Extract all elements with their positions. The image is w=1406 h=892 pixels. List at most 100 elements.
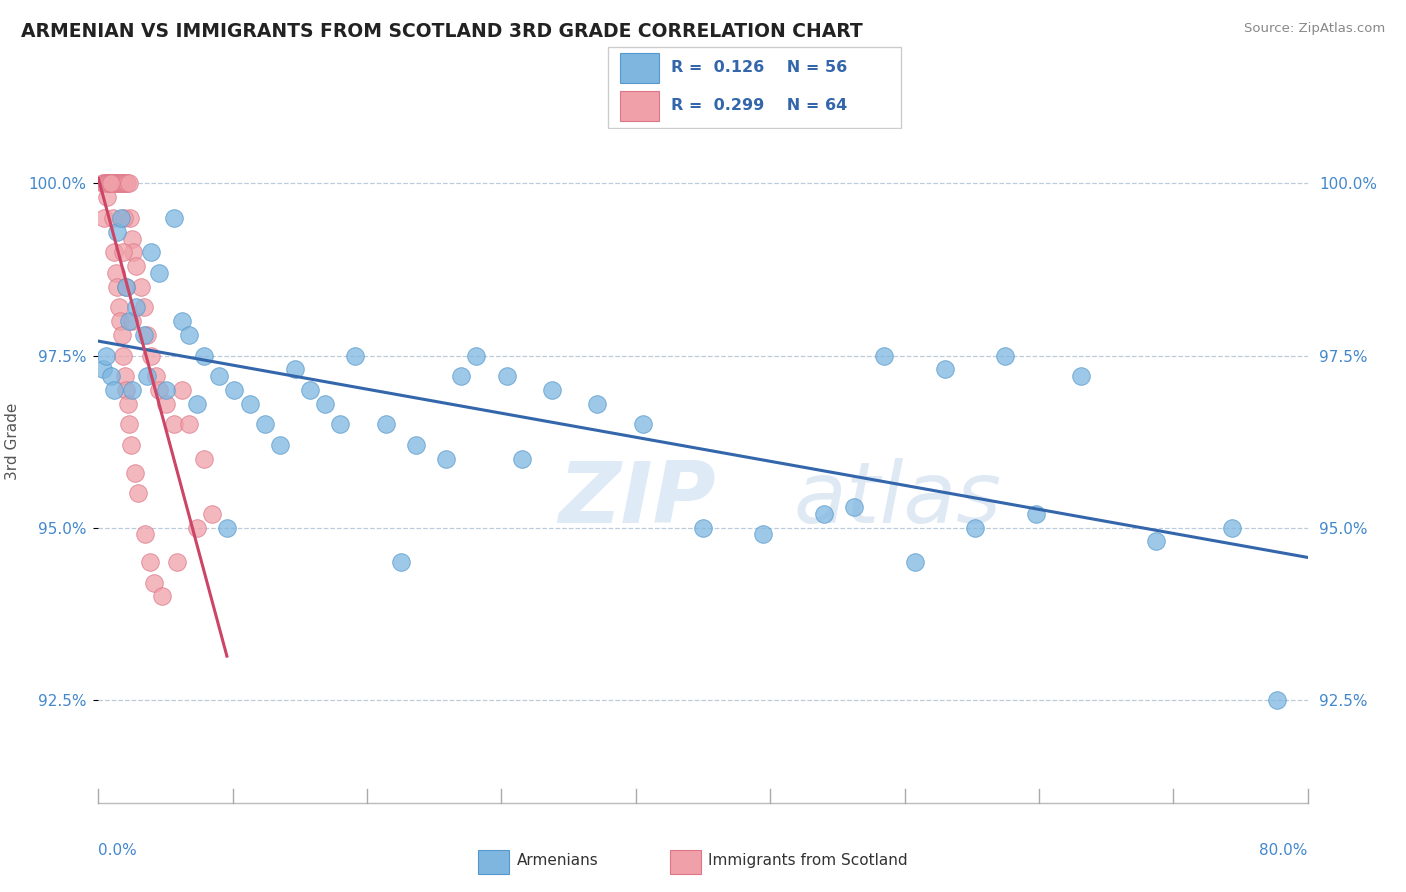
Point — [193, 349, 215, 363]
Point — [934, 362, 956, 376]
Point — [540, 383, 562, 397]
Bar — [478, 849, 509, 874]
Point — [120, 438, 142, 452]
Point — [97, 177, 120, 191]
Point — [434, 451, 457, 466]
Point — [450, 369, 472, 384]
Point — [179, 417, 201, 432]
Text: 0.0%: 0.0% — [98, 843, 138, 857]
Point — [124, 466, 146, 480]
Point — [904, 555, 927, 569]
Point — [186, 397, 208, 411]
Point — [105, 279, 128, 293]
Point — [110, 211, 132, 225]
Text: Armenians: Armenians — [516, 854, 599, 868]
Point — [1267, 692, 1289, 706]
Point — [150, 590, 173, 604]
Point — [115, 383, 138, 397]
Point — [405, 438, 427, 452]
Point — [111, 177, 134, 191]
Point — [118, 314, 141, 328]
Point — [143, 575, 166, 590]
Point — [103, 177, 125, 191]
Point — [117, 397, 139, 411]
Point — [166, 555, 188, 569]
Point — [186, 520, 208, 534]
Point — [107, 177, 129, 191]
Point — [110, 177, 132, 191]
Point — [110, 314, 132, 328]
Point — [114, 369, 136, 384]
Point — [148, 266, 170, 280]
Point — [121, 231, 143, 245]
Point — [108, 301, 131, 315]
Point — [98, 177, 121, 191]
Text: Source: ZipAtlas.com: Source: ZipAtlas.com — [1244, 22, 1385, 36]
Point — [105, 225, 128, 239]
Point — [1220, 520, 1243, 534]
Point — [135, 327, 157, 342]
Point — [141, 245, 163, 260]
Point — [103, 383, 125, 397]
Point — [94, 349, 117, 363]
Text: Immigrants from Scotland: Immigrants from Scotland — [707, 854, 907, 868]
Text: R =  0.299    N = 64: R = 0.299 N = 64 — [671, 98, 848, 113]
Point — [813, 507, 835, 521]
Text: ZIP: ZIP — [558, 458, 716, 541]
Point — [155, 397, 177, 411]
Point — [125, 301, 148, 315]
Point — [344, 349, 367, 363]
Point — [129, 279, 152, 293]
Point — [100, 177, 122, 191]
Point — [269, 438, 291, 452]
Point — [118, 177, 141, 191]
Point — [111, 245, 134, 260]
Point — [224, 383, 246, 397]
Point — [329, 417, 352, 432]
Point — [105, 177, 128, 191]
Point — [844, 500, 866, 514]
Point — [101, 211, 124, 225]
Text: 80.0%: 80.0% — [1260, 843, 1308, 857]
Point — [114, 279, 136, 293]
Point — [100, 369, 122, 384]
Point — [112, 349, 135, 363]
Point — [100, 177, 122, 191]
Point — [98, 177, 121, 191]
Point — [132, 301, 155, 315]
Point — [1024, 507, 1046, 521]
Point — [125, 259, 148, 273]
Point — [118, 417, 141, 432]
Y-axis label: 3rd Grade: 3rd Grade — [6, 403, 20, 480]
Point — [170, 314, 193, 328]
Point — [631, 417, 654, 432]
FancyBboxPatch shape — [607, 47, 901, 128]
Point — [91, 177, 114, 191]
Bar — [669, 849, 700, 874]
Point — [121, 383, 143, 397]
Point — [93, 177, 115, 191]
Point — [314, 397, 336, 411]
Point — [253, 417, 276, 432]
Point — [134, 527, 156, 541]
Point — [96, 190, 118, 204]
Point — [239, 397, 262, 411]
Point — [93, 211, 115, 225]
Point — [112, 211, 135, 225]
Point — [139, 555, 162, 569]
Bar — [620, 91, 659, 120]
Point — [108, 177, 131, 191]
Point — [752, 527, 775, 541]
Point — [115, 177, 138, 191]
Point — [510, 451, 533, 466]
Point — [965, 520, 987, 534]
Point — [114, 177, 136, 191]
Point — [495, 369, 517, 384]
Text: ARMENIAN VS IMMIGRANTS FROM SCOTLAND 3RD GRADE CORRELATION CHART: ARMENIAN VS IMMIGRANTS FROM SCOTLAND 3RD… — [21, 22, 863, 41]
Point — [145, 369, 167, 384]
Point — [111, 327, 134, 342]
Point — [103, 245, 125, 260]
Point — [120, 211, 142, 225]
Point — [299, 383, 322, 397]
Point — [873, 349, 896, 363]
